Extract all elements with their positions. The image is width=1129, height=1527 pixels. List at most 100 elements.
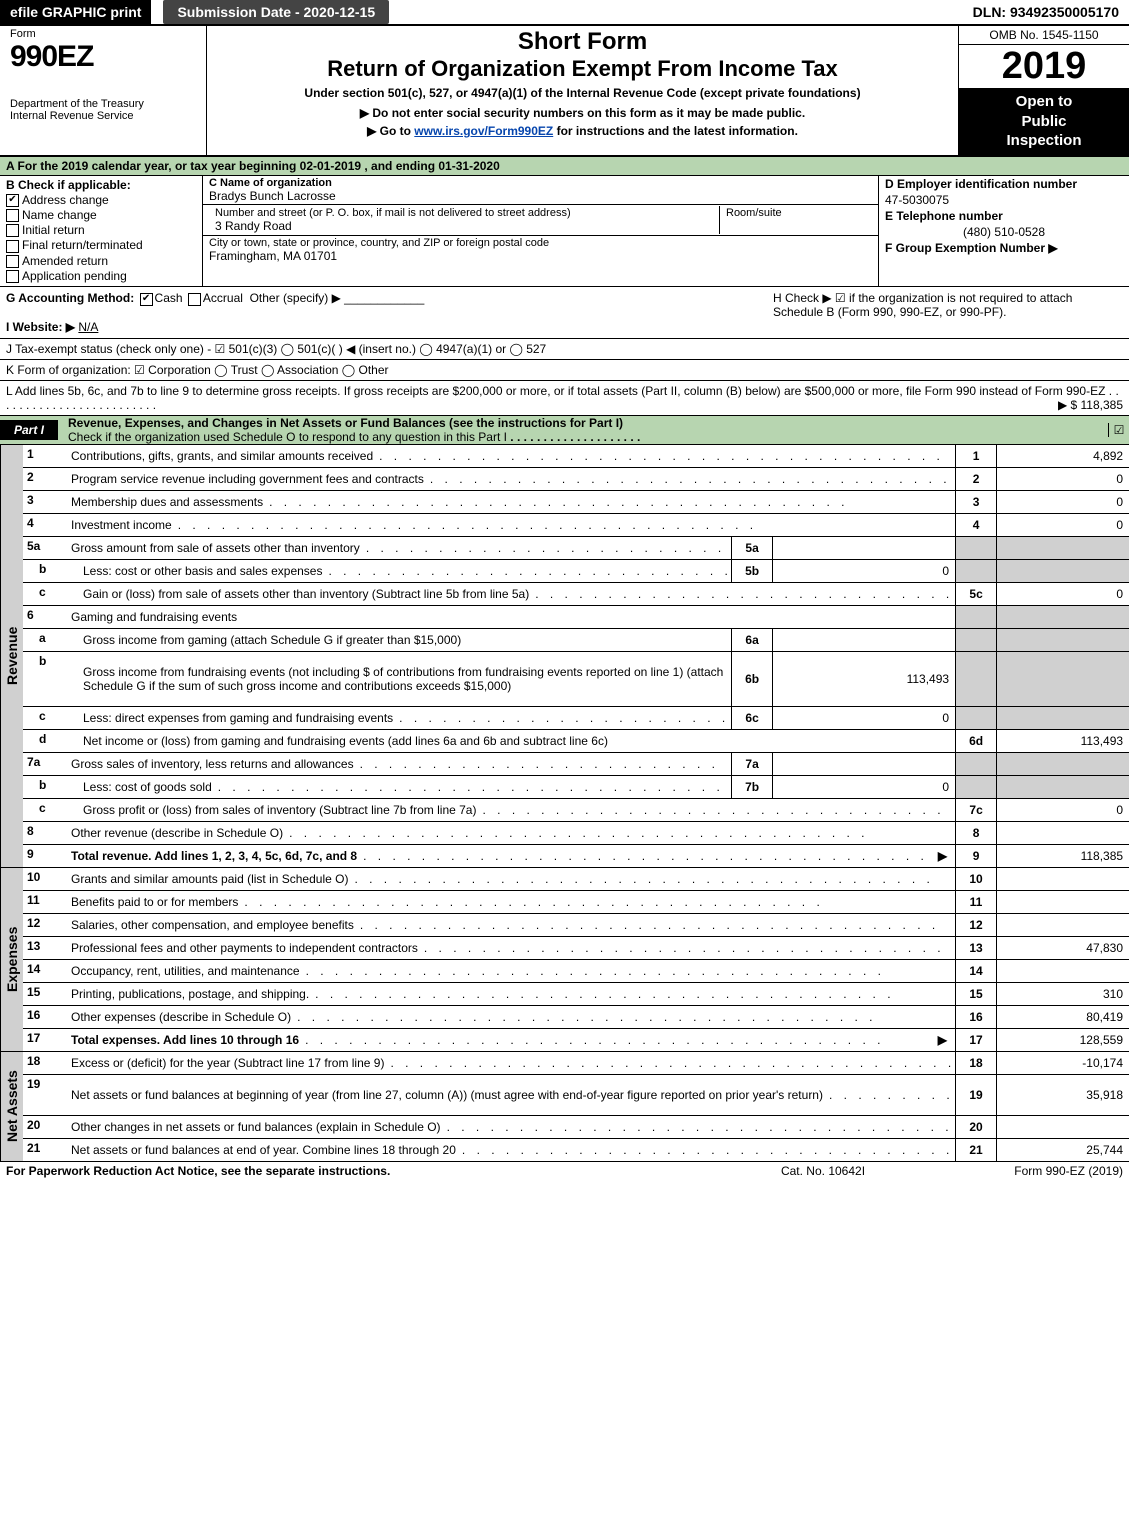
g-cash: Cash bbox=[155, 291, 183, 305]
part1-checkbox[interactable]: ☑ bbox=[1108, 423, 1129, 437]
line-20: 20Other changes in net assets or fund ba… bbox=[23, 1116, 1129, 1139]
chk-address-change[interactable]: ✔Address change bbox=[6, 193, 196, 207]
chk-final-return[interactable]: Final return/terminated bbox=[6, 238, 196, 252]
line-11: 11Benefits paid to or for members. . . .… bbox=[23, 891, 1129, 914]
chk-label: Final return/terminated bbox=[22, 238, 143, 252]
ssn-warning: ▶ Do not enter social security numbers o… bbox=[213, 106, 952, 120]
arrow-icon: ▶ bbox=[938, 849, 947, 863]
header-right: OMB No. 1545-1150 2019 Open to Public In… bbox=[958, 26, 1129, 155]
chk-label: Amended return bbox=[22, 254, 108, 268]
tax-year: 2019 bbox=[959, 45, 1129, 88]
dln-label: DLN: 93492350005170 bbox=[963, 0, 1129, 24]
line-5c: cGain or (loss) from sale of assets othe… bbox=[23, 583, 1129, 606]
line-1: 1Contributions, gifts, grants, and simil… bbox=[23, 445, 1129, 468]
col-c-org-info: C Name of organization Bradys Bunch Lacr… bbox=[203, 176, 879, 287]
form-header: Form 990EZ Department of the Treasury In… bbox=[0, 26, 1129, 157]
tel-label: E Telephone number bbox=[885, 209, 1003, 223]
return-title: Return of Organization Exempt From Incom… bbox=[213, 56, 952, 82]
chk-initial-return[interactable]: Initial return bbox=[6, 223, 196, 237]
chk-label: Initial return bbox=[22, 223, 85, 237]
line-14: 14Occupancy, rent, utilities, and mainte… bbox=[23, 960, 1129, 983]
chk-name-change[interactable]: Name change bbox=[6, 208, 196, 222]
g-other: Other (specify) ▶ bbox=[250, 291, 341, 305]
header-left: Form 990EZ Department of the Treasury In… bbox=[0, 26, 207, 155]
under-section-text: Under section 501(c), 527, or 4947(a)(1)… bbox=[213, 86, 952, 100]
top-bar: efile GRAPHIC print Submission Date - 20… bbox=[0, 0, 1129, 26]
line-5b: bLess: cost or other basis and sales exp… bbox=[23, 560, 1129, 583]
cat-no: Cat. No. 10642I bbox=[723, 1164, 923, 1178]
chk-accrual[interactable] bbox=[188, 293, 201, 306]
col-d-ids: D Employer identification number 47-5030… bbox=[879, 176, 1129, 287]
dots: . . . . . . . . . . . . . . . . . . . . bbox=[510, 430, 640, 444]
website-value: N/A bbox=[78, 320, 98, 334]
line-3: 3Membership dues and assessments. . . . … bbox=[23, 491, 1129, 514]
row-j-tax-exempt: J Tax-exempt status (check only one) - ☑… bbox=[0, 339, 1129, 360]
row-k-form-of-org: K Form of organization: ☑ Corporation ◯ … bbox=[0, 360, 1129, 381]
g-label: G Accounting Method: bbox=[6, 291, 134, 305]
org-name-block: C Name of organization Bradys Bunch Lacr… bbox=[203, 176, 878, 205]
street-block: Number and street (or P. O. box, if mail… bbox=[203, 205, 878, 236]
chk-label: Address change bbox=[22, 193, 109, 207]
page-footer: For Paperwork Reduction Act Notice, see … bbox=[0, 1162, 1129, 1180]
expenses-tab: Expenses bbox=[0, 868, 23, 1051]
checkbox-icon bbox=[6, 255, 19, 268]
chk-cash[interactable]: ✔ bbox=[140, 293, 153, 306]
irs-link[interactable]: www.irs.gov/Form990EZ bbox=[414, 124, 553, 138]
street-label: Number and street (or P. O. box, if mail… bbox=[215, 207, 713, 219]
omb-number: OMB No. 1545-1150 bbox=[959, 26, 1129, 45]
open-public-badge: Open to Public Inspection bbox=[959, 88, 1129, 155]
efile-print-button[interactable]: efile GRAPHIC print bbox=[0, 0, 151, 24]
netassets-tab: Net Assets bbox=[0, 1052, 23, 1161]
line-10: 10Grants and similar amounts paid (list … bbox=[23, 868, 1129, 891]
line-6a: aGross income from gaming (attach Schedu… bbox=[23, 629, 1129, 652]
line-6d: dNet income or (loss) from gaming and fu… bbox=[23, 730, 1129, 753]
tel-value: (480) 510-0528 bbox=[879, 224, 1129, 240]
goto-suffix: for instructions and the latest informat… bbox=[557, 124, 798, 138]
section-bcd: B Check if applicable: ✔Address change N… bbox=[0, 176, 1129, 288]
line-4: 4Investment income. . . . . . . . . . . … bbox=[23, 514, 1129, 537]
line-19: 19Net assets or fund balances at beginni… bbox=[23, 1075, 1129, 1116]
goto-prefix: ▶ Go to bbox=[367, 124, 414, 138]
checkbox-icon bbox=[6, 270, 19, 283]
street-value: 3 Randy Road bbox=[215, 219, 713, 233]
part1-label: Part I bbox=[0, 420, 58, 440]
row-l-amount: ▶ $ 118,385 bbox=[1058, 398, 1123, 412]
group-exemption-label: F Group Exemption Number ▶ bbox=[885, 241, 1058, 255]
ein-label: D Employer identification number bbox=[885, 177, 1077, 191]
goto-line: ▶ Go to www.irs.gov/Form990EZ for instru… bbox=[213, 124, 952, 138]
ein-value: 47-5030075 bbox=[879, 192, 1129, 208]
line-7b: bLess: cost of goods sold. . . . . . . .… bbox=[23, 776, 1129, 799]
revenue-table: Revenue 1Contributions, gifts, grants, a… bbox=[0, 445, 1129, 868]
chk-label: Application pending bbox=[22, 269, 127, 283]
form-label: Form bbox=[10, 28, 200, 40]
checkbox-icon: ✔ bbox=[6, 194, 19, 207]
revenue-tab: Revenue bbox=[0, 445, 23, 867]
line-15: 15Printing, publications, postage, and s… bbox=[23, 983, 1129, 1006]
col-b-checkboxes: B Check if applicable: ✔Address change N… bbox=[0, 176, 203, 287]
form-number: 990EZ bbox=[10, 40, 200, 74]
line-5a: 5aGross amount from sale of assets other… bbox=[23, 537, 1129, 560]
netassets-table: Net Assets 18Excess or (deficit) for the… bbox=[0, 1052, 1129, 1162]
checkbox-icon bbox=[6, 240, 19, 253]
header-center: Short Form Return of Organization Exempt… bbox=[207, 26, 958, 155]
row-a-tax-year: A For the 2019 calendar year, or tax yea… bbox=[0, 157, 1129, 176]
chk-amended-return[interactable]: Amended return bbox=[6, 254, 196, 268]
line-7a: 7aGross sales of inventory, less returns… bbox=[23, 753, 1129, 776]
chk-application-pending[interactable]: Application pending bbox=[6, 269, 196, 283]
line-6: 6Gaming and fundraising events bbox=[23, 606, 1129, 629]
part1-subtitle: Check if the organization used Schedule … bbox=[68, 430, 507, 444]
line-13: 13Professional fees and other payments t… bbox=[23, 937, 1129, 960]
arrow-icon: ▶ bbox=[938, 1033, 947, 1047]
submission-date-badge: Submission Date - 2020-12-15 bbox=[163, 0, 389, 24]
room-label: Room/suite bbox=[726, 207, 866, 219]
line-12: 12Salaries, other compensation, and empl… bbox=[23, 914, 1129, 937]
line-2: 2Program service revenue including gover… bbox=[23, 468, 1129, 491]
city-block: City or town, state or province, country… bbox=[203, 236, 878, 264]
i-label: I Website: ▶ bbox=[6, 320, 75, 334]
city-label: City or town, state or province, country… bbox=[209, 237, 872, 249]
row-l-gross-receipts: L Add lines 5b, 6c, and 7b to line 9 to … bbox=[0, 381, 1129, 416]
checkbox-icon bbox=[6, 224, 19, 237]
checkbox-icon bbox=[6, 209, 19, 222]
line-6b: bGross income from fundraising events (n… bbox=[23, 652, 1129, 707]
chk-label: Name change bbox=[22, 208, 97, 222]
